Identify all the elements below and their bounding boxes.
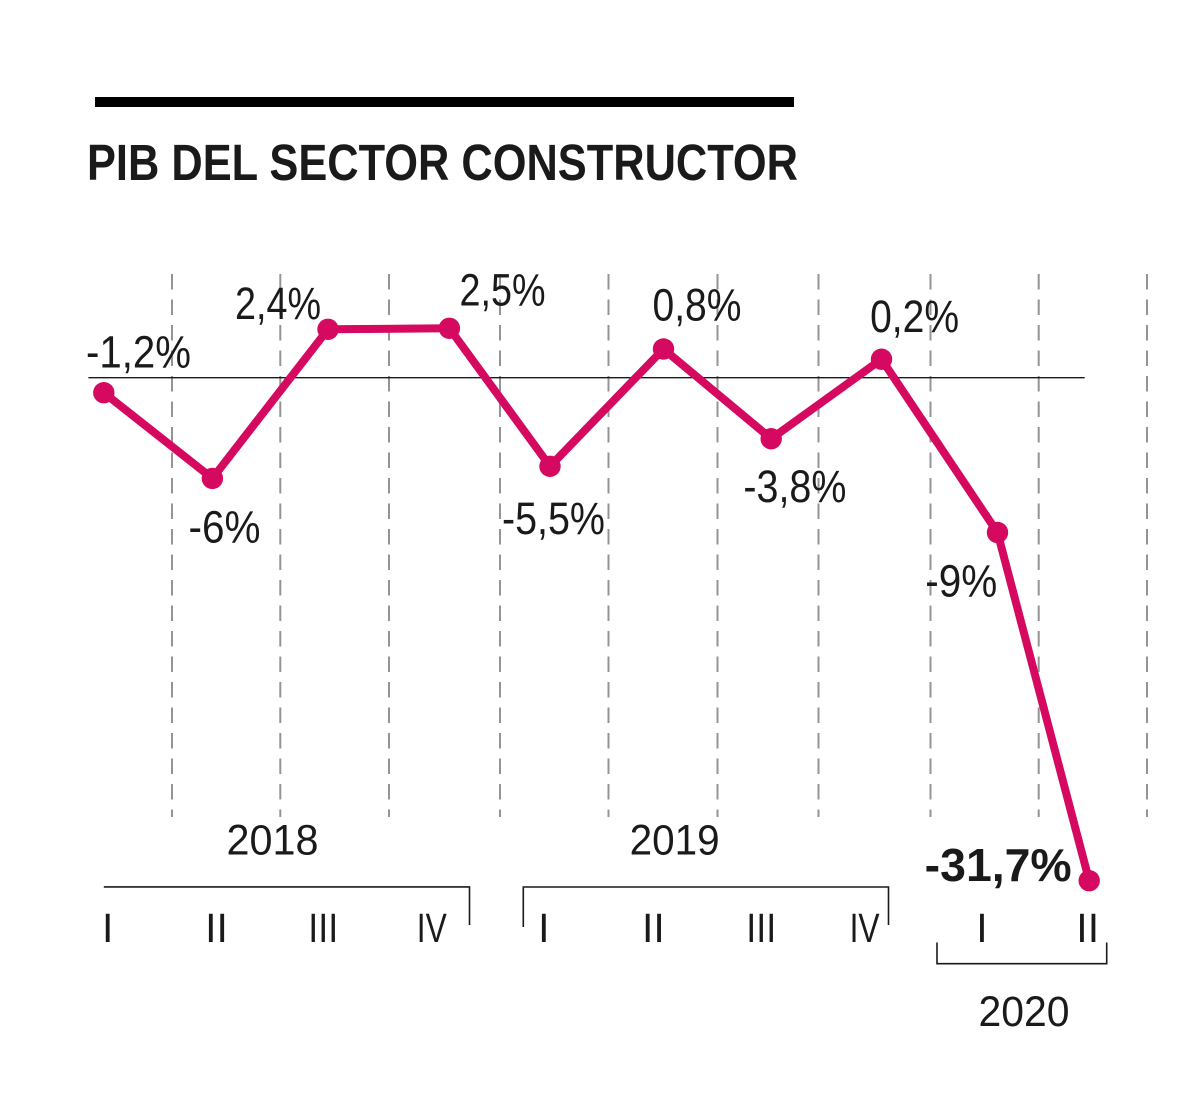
svg-text:I: I [102, 905, 113, 951]
svg-text:0,2%: 0,2% [870, 291, 959, 342]
svg-text:2,5%: 2,5% [460, 265, 546, 316]
svg-text:III: III [746, 905, 776, 951]
svg-text:-5,5%: -5,5% [502, 493, 605, 544]
svg-text:I: I [538, 905, 549, 951]
svg-text:PIB DEL SECTOR CONSTRUCTOR: PIB DEL SECTOR CONSTRUCTOR [87, 134, 798, 191]
svg-text:IV: IV [850, 905, 880, 951]
svg-text:-6%: -6% [189, 502, 261, 553]
svg-text:I: I [976, 905, 987, 951]
svg-text:-1,2%: -1,2% [86, 327, 191, 378]
svg-text:II: II [205, 905, 228, 951]
svg-text:II: II [642, 905, 665, 951]
svg-text:-9%: -9% [925, 556, 997, 607]
svg-text:III: III [308, 905, 338, 951]
svg-text:-31,7%: -31,7% [925, 839, 1072, 891]
svg-text:-3,8%: -3,8% [743, 461, 846, 512]
svg-text:2019: 2019 [630, 817, 720, 865]
svg-text:II: II [1076, 905, 1099, 951]
svg-text:2,4%: 2,4% [235, 278, 321, 329]
svg-text:2018: 2018 [227, 816, 319, 864]
svg-text:2020: 2020 [979, 988, 1070, 1036]
svg-text:IV: IV [417, 905, 447, 951]
svg-text:0,8%: 0,8% [653, 280, 742, 331]
